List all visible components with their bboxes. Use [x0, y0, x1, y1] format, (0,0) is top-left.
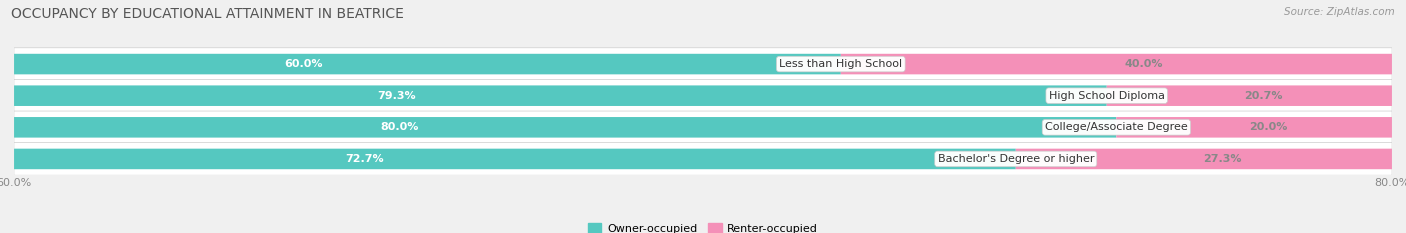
FancyBboxPatch shape — [14, 54, 841, 74]
Text: 60.0%: 60.0% — [284, 59, 322, 69]
Text: 20.0%: 20.0% — [1249, 122, 1286, 132]
FancyBboxPatch shape — [14, 86, 1107, 106]
FancyBboxPatch shape — [14, 143, 1392, 175]
Text: 72.7%: 72.7% — [346, 154, 384, 164]
Text: 80.0%: 80.0% — [381, 122, 419, 132]
Text: Source: ZipAtlas.com: Source: ZipAtlas.com — [1284, 7, 1395, 17]
FancyBboxPatch shape — [1015, 149, 1392, 169]
Text: 79.3%: 79.3% — [377, 91, 416, 101]
FancyBboxPatch shape — [14, 111, 1392, 144]
Text: College/Associate Degree: College/Associate Degree — [1045, 122, 1188, 132]
Text: Bachelor's Degree or higher: Bachelor's Degree or higher — [938, 154, 1094, 164]
FancyBboxPatch shape — [14, 149, 1015, 169]
FancyBboxPatch shape — [14, 79, 1392, 112]
Legend: Owner-occupied, Renter-occupied: Owner-occupied, Renter-occupied — [583, 219, 823, 233]
Text: Less than High School: Less than High School — [779, 59, 903, 69]
FancyBboxPatch shape — [14, 117, 1116, 138]
Text: 20.7%: 20.7% — [1244, 91, 1282, 101]
Text: 40.0%: 40.0% — [1125, 59, 1163, 69]
FancyBboxPatch shape — [14, 48, 1392, 80]
FancyBboxPatch shape — [841, 54, 1392, 74]
FancyBboxPatch shape — [1107, 86, 1392, 106]
Text: 27.3%: 27.3% — [1204, 154, 1241, 164]
Text: OCCUPANCY BY EDUCATIONAL ATTAINMENT IN BEATRICE: OCCUPANCY BY EDUCATIONAL ATTAINMENT IN B… — [11, 7, 404, 21]
Text: High School Diploma: High School Diploma — [1049, 91, 1164, 101]
FancyBboxPatch shape — [1116, 117, 1392, 138]
